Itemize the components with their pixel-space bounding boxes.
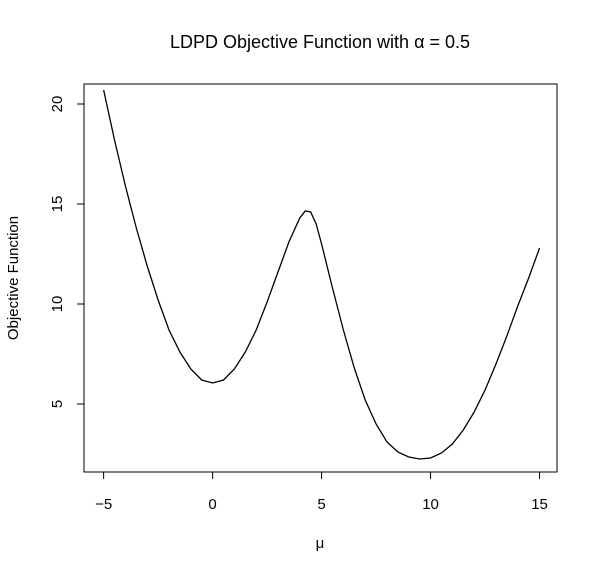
y-tick-label: 10 [49, 296, 66, 313]
series-line [102, 89, 541, 460]
y-axis-label: Objective Function [5, 216, 22, 340]
x-tick-label: 0 [208, 496, 216, 513]
x-tick-label: 5 [317, 496, 325, 513]
x-tick-label: 15 [531, 496, 548, 513]
y-tick-label: 5 [49, 400, 66, 408]
y-tick-label: 15 [49, 196, 66, 213]
y-axis-ticks: 5 10 15 20 [49, 96, 84, 408]
x-tick-label: 10 [422, 496, 439, 513]
y-tick-label: 20 [49, 96, 66, 113]
chart-title: LDPD Objective Function with α = 0.5 [170, 32, 470, 52]
plot-frame [83, 83, 558, 473]
x-axis-ticks: −5 0 5 10 15 [95, 472, 548, 513]
x-tick-label: −5 [95, 496, 112, 513]
x-axis-label: μ [316, 535, 325, 552]
